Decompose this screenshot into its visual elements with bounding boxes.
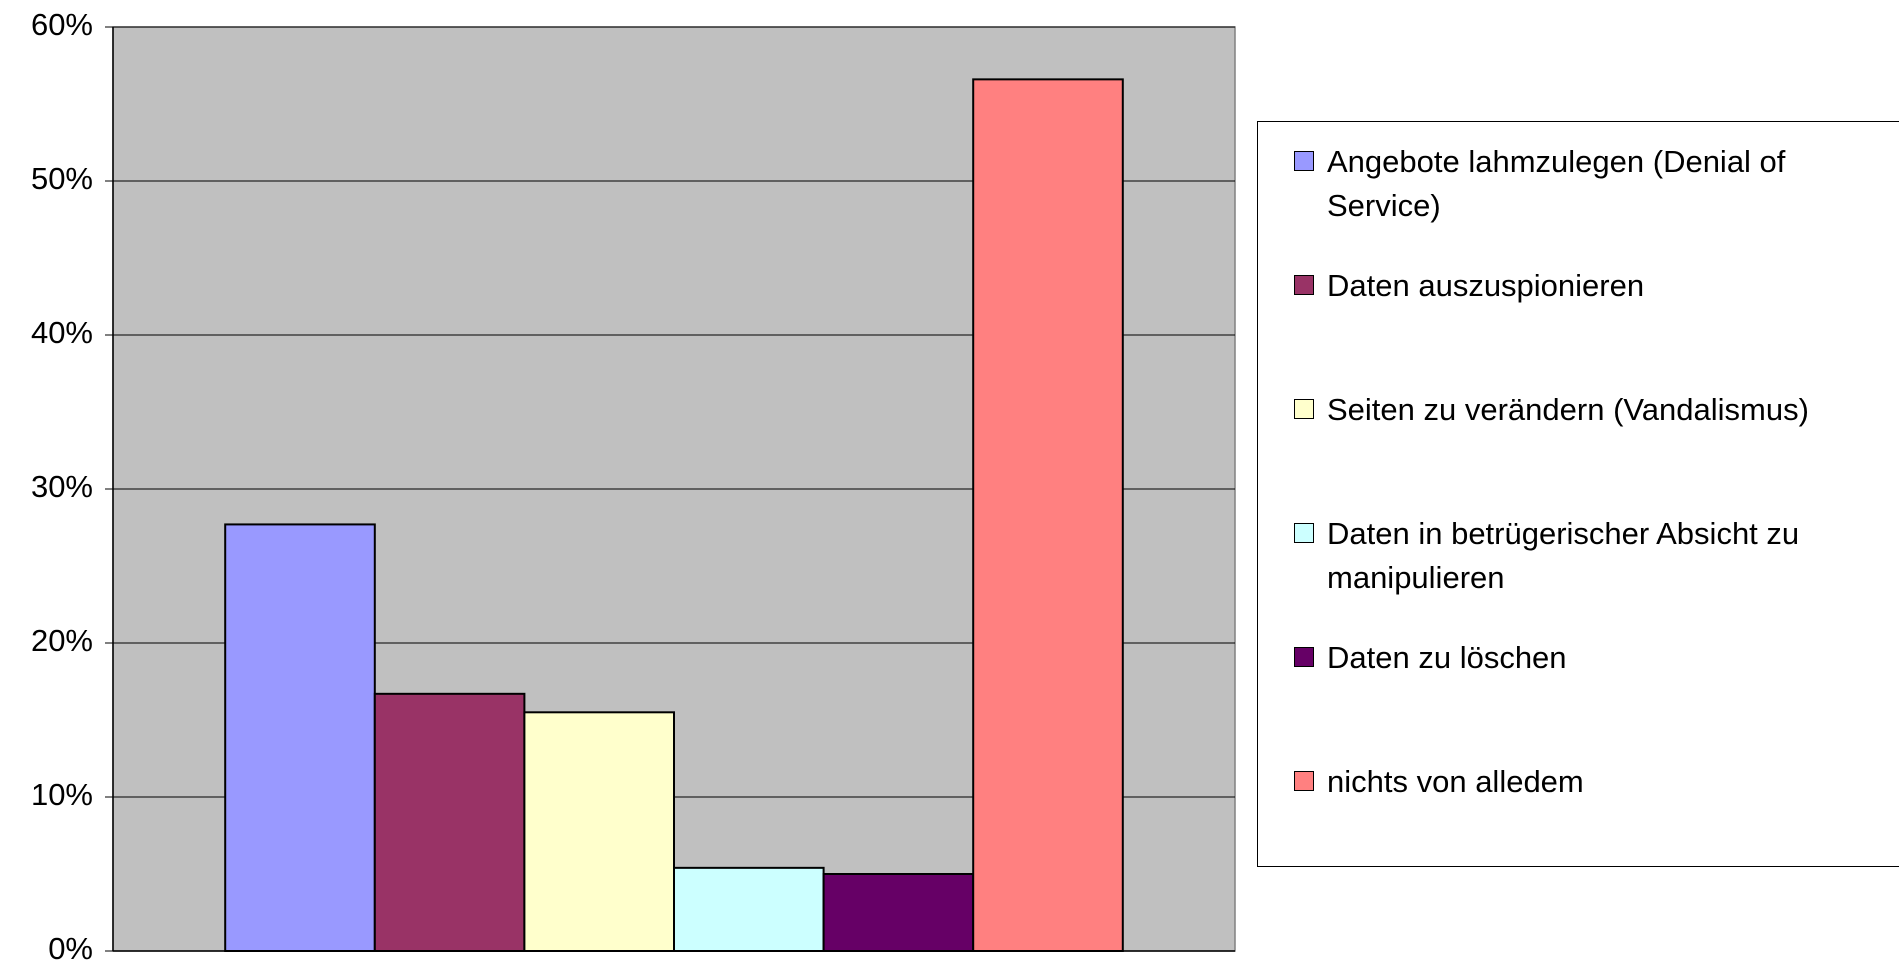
bar xyxy=(224,523,376,952)
bar xyxy=(673,866,825,953)
legend-swatch xyxy=(1294,399,1314,419)
legend-label: Seiten zu verändern (Vandalismus) xyxy=(1327,392,1809,427)
legend-swatch xyxy=(1294,771,1314,791)
legend-swatch xyxy=(1294,275,1314,295)
y-tick-label: 10% xyxy=(31,777,93,812)
legend-label: Daten auszuspionieren xyxy=(1327,268,1645,303)
legend-label: Angebote lahmzulegen (Denial of Service) xyxy=(1327,144,1786,223)
y-tick-label: 20% xyxy=(31,623,93,658)
legend-swatch xyxy=(1294,523,1314,543)
y-tick-label: 0% xyxy=(48,931,93,965)
legend-label: Daten in betrügerischer Absicht zu manip… xyxy=(1327,516,1800,595)
legend-label: Daten zu löschen xyxy=(1327,640,1567,675)
bar xyxy=(373,692,526,952)
bar xyxy=(822,873,975,952)
legend: Angebote lahmzulegen (Denial of Service)… xyxy=(1257,121,1899,867)
bar xyxy=(972,78,1124,953)
bar xyxy=(523,711,676,952)
legend-label: nichts von alledem xyxy=(1327,764,1584,799)
legend-swatch xyxy=(1294,647,1314,667)
y-tick-label: 40% xyxy=(31,315,93,350)
legend-swatch xyxy=(1294,151,1314,171)
y-tick-label: 60% xyxy=(31,7,93,42)
y-tick-label: 50% xyxy=(31,161,93,196)
y-tick-label: 30% xyxy=(31,469,93,504)
